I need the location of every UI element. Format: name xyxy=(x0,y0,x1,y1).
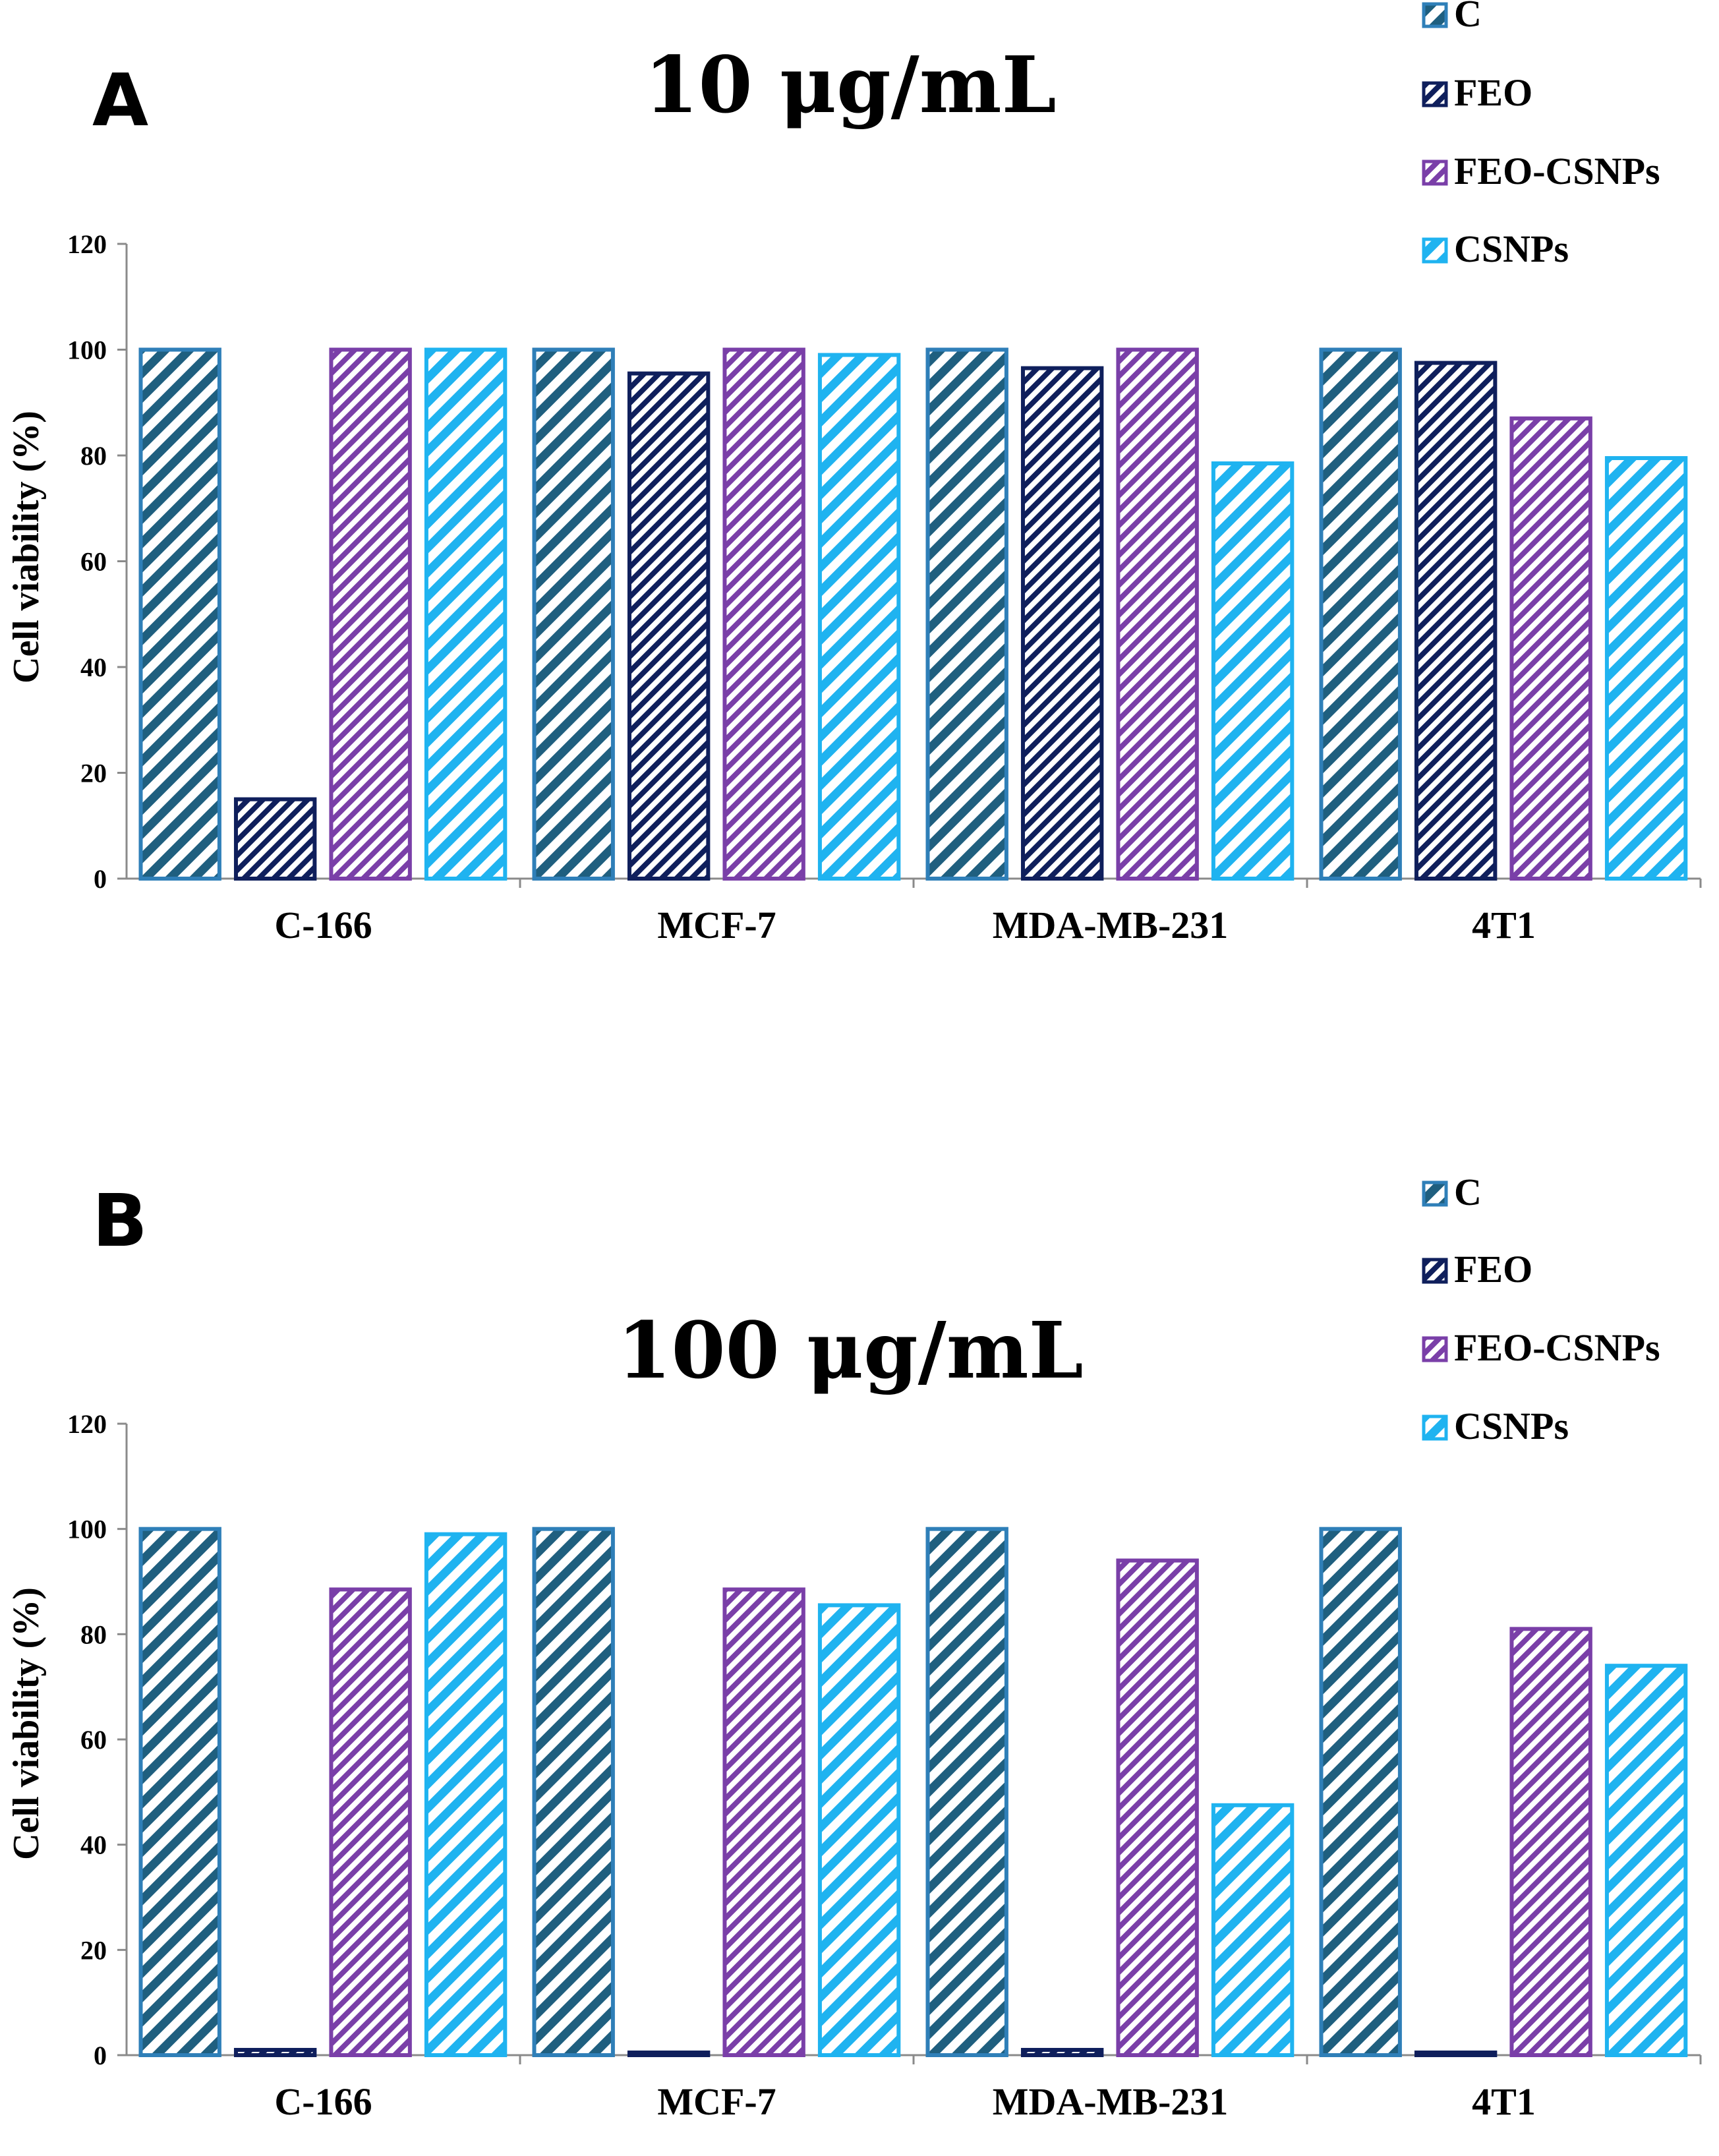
panel-b-x-tick-label: MCF-7 xyxy=(657,2080,776,2123)
panel-a-bar-mcf-7-feo xyxy=(627,371,711,881)
panel-b-bar-4t1-feo-csnps xyxy=(1509,1627,1592,2058)
panel-a-legend-label-feo: FEO xyxy=(1454,71,1532,114)
panel-a-y-tick-label: 120 xyxy=(67,229,107,259)
panel-b-x-tick-label: MDA-MB-231 xyxy=(993,2080,1229,2123)
panel-a-legend-swatch-feo xyxy=(1422,81,1448,107)
panel-b-legend-swatch-feo xyxy=(1422,1258,1448,1284)
panel-b-y-tick-label: 80 xyxy=(80,1619,107,1649)
panel-b-legend-label-feo: FEO xyxy=(1454,1248,1532,1291)
panel-a-bar-4t1-feo xyxy=(1414,361,1498,881)
panel-a-bar-c-166-feo-csnps xyxy=(329,347,412,881)
panel-b-bar-mda-mb-231-feo-csnps xyxy=(1116,1558,1199,2057)
panel-b-y-tick-label: 100 xyxy=(67,1515,107,1544)
panel-a-plot-area: 0 20 40 60 80 100 120 C-166 MCF-7 MDA-MB-231 4T1 xyxy=(67,229,1702,947)
panel-b-legend-swatch-c xyxy=(1422,1180,1448,1207)
panel-b-bar-mda-mb-231-csnps xyxy=(1211,1803,1295,2058)
panel-b-legend-label-csnps: CSNPs xyxy=(1454,1405,1569,1447)
panel-a-y-axis-label: Cell viability (%) xyxy=(6,411,47,684)
panel-a-x-tick-label: MDA-MB-231 xyxy=(993,904,1229,947)
panel-a-bar-mcf-7-feo-csnps xyxy=(722,347,805,881)
panel-b-bar-c-166-c xyxy=(138,1527,221,2058)
panel-a-bar-mda-mb-231-csnps xyxy=(1211,461,1295,881)
panel-b-bar-c-166-feo xyxy=(233,2048,317,2057)
panel-b-bar-4t1-c xyxy=(1319,1527,1402,2058)
panel-b-legend-swatch-csnps xyxy=(1422,1414,1448,1441)
panel-b-title: 100 μg/mL xyxy=(617,1304,1083,1396)
panel-a-bar-mcf-7-c xyxy=(532,347,615,881)
panel-b-bar-mcf-7-c xyxy=(532,1527,615,2058)
panel-a-label: A xyxy=(92,58,148,142)
panel-a: A 10 μg/mL Cell viability (%) 0 20 40 60 80 1… xyxy=(6,0,1702,947)
panel-b-bar-c-166-csnps xyxy=(424,1532,508,2057)
panel-a-legend: C FEO FEO-CSNPs CSNPs xyxy=(1422,0,1660,270)
panel-a-y-tick-label: 100 xyxy=(67,335,107,365)
panel-a-bar-mda-mb-231-c xyxy=(925,347,1008,881)
panel-b-plot-area: 0 20 40 60 80 100 120 C-166 MCF-7 MDA-MB-231 4T1 xyxy=(67,1409,1702,2123)
panel-b-y-axis-label: Cell viability (%) xyxy=(6,1587,47,1860)
panel-a-legend-label-feo-csnps: FEO-CSNPs xyxy=(1454,150,1660,192)
panel-a-bar-mda-mb-231-feo xyxy=(1020,366,1104,881)
panel-a-y-tick-label: 80 xyxy=(80,441,107,471)
panel-b-bar-mda-mb-231-feo xyxy=(1020,2048,1104,2057)
panel-a-title: 10 μg/mL xyxy=(644,39,1056,131)
panel-a-legend-swatch-csnps xyxy=(1422,237,1448,264)
panel-b-bar-mcf-7-feo xyxy=(627,2051,711,2057)
panel-b-y-tick-label: 120 xyxy=(67,1409,107,1439)
panel-b-y-tick-label: 40 xyxy=(80,1830,107,1860)
panel-b-y-tick-label: 20 xyxy=(80,1935,107,1965)
panel-a-y-tick-label: 40 xyxy=(80,653,107,682)
panel-a-bar-c-166-c xyxy=(138,347,221,881)
panel-a-y-tick-label: 20 xyxy=(80,759,107,788)
panel-b-bar-4t1-feo xyxy=(1414,2051,1498,2057)
panel-b-legend-label-c: C xyxy=(1454,1171,1482,1213)
panel-a-bar-mda-mb-231-feo-csnps xyxy=(1116,347,1199,881)
panel-a-x-tick-label: MCF-7 xyxy=(657,904,776,947)
panel-a-legend-label-c: C xyxy=(1454,0,1482,35)
panel-a-bar-c-166-feo xyxy=(233,797,317,881)
panel-a-legend-swatch-feo-csnps xyxy=(1422,160,1448,186)
panel-a-legend-swatch-c xyxy=(1422,2,1448,28)
panel-a-x-tick-label: C-166 xyxy=(274,904,372,947)
panel-a-bar-4t1-csnps xyxy=(1604,456,1688,881)
panel-b-legend-label-feo-csnps: FEO-CSNPs xyxy=(1454,1326,1660,1369)
panel-a-x-tick-label: 4T1 xyxy=(1472,904,1536,947)
panel-b-bar-mda-mb-231-c xyxy=(925,1527,1008,2058)
panel-b-legend-swatch-feo-csnps xyxy=(1422,1336,1448,1362)
panel-b-y-tick-label: 0 xyxy=(94,2041,107,2070)
panel-b-y-tick-label: 60 xyxy=(80,1725,107,1755)
panel-b-legend: C FEO FEO-CSNPs CSNPs xyxy=(1422,1171,1660,1447)
panel-a-legend-label-csnps: CSNPs xyxy=(1454,227,1569,270)
panel-a-bar-c-166-csnps xyxy=(424,347,508,881)
panel-b-bar-mcf-7-csnps xyxy=(817,1603,901,2058)
panel-b-label: B xyxy=(92,1179,148,1263)
panel-b-bar-c-166-feo-csnps xyxy=(329,1587,412,2058)
panel-a-bar-4t1-c xyxy=(1319,347,1402,881)
panel-a-bar-mcf-7-csnps xyxy=(817,353,901,881)
panel-b-x-tick-label: C-166 xyxy=(274,2080,372,2123)
panel-b-bar-4t1-csnps xyxy=(1604,1664,1688,2058)
panel-b: B 100 μg/mL Cell viability (%) 0 20 40 60 80… xyxy=(6,1171,1702,2123)
panel-a-bar-4t1-feo-csnps xyxy=(1509,416,1592,881)
panel-a-y-tick-label: 60 xyxy=(80,547,107,577)
panel-b-bar-mcf-7-feo-csnps xyxy=(722,1587,805,2058)
panel-b-x-tick-label: 4T1 xyxy=(1472,2080,1536,2123)
panel-a-y-tick-label: 0 xyxy=(94,864,107,894)
